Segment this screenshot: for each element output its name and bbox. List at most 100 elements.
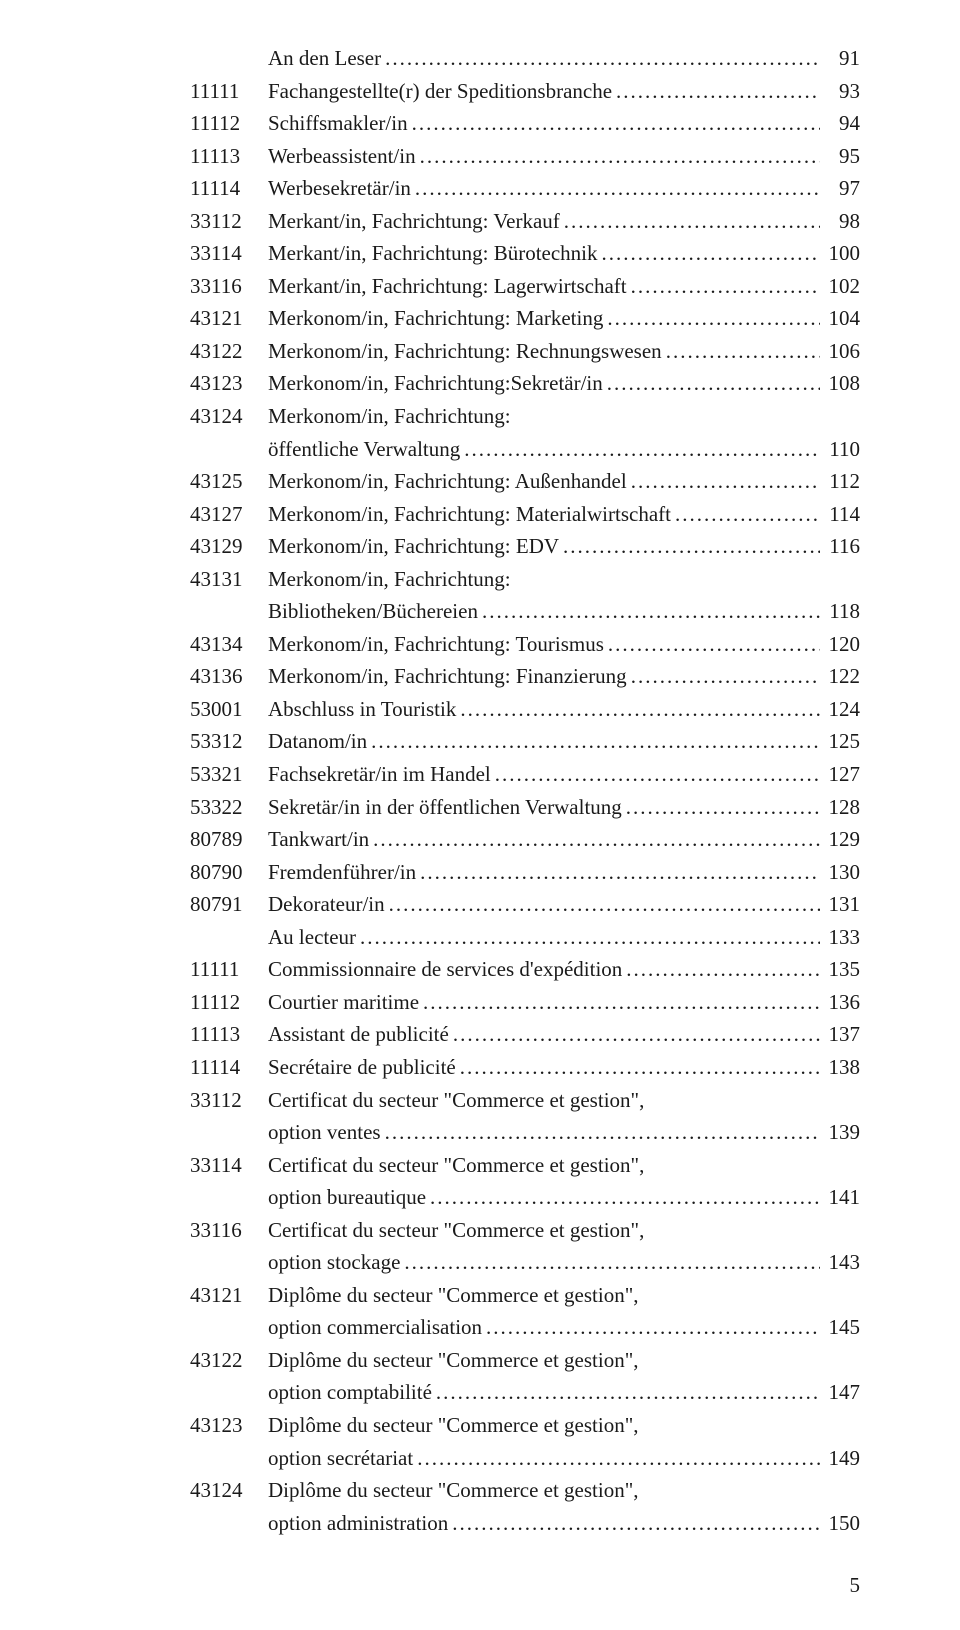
toc-entry-code: 43134 bbox=[190, 628, 268, 661]
toc-entry-code: 80791 bbox=[190, 888, 268, 921]
toc-entry-title: option secrétariat bbox=[268, 1442, 417, 1475]
toc-row: 43122Merkonom/in, Fachrichtung: Rechnung… bbox=[190, 335, 860, 368]
toc-entry-title: Diplôme du secteur "Commerce et gestion"… bbox=[268, 1344, 643, 1377]
toc-row: option stockage143 bbox=[190, 1246, 860, 1279]
toc-row: 80790Fremdenführer/in130 bbox=[190, 856, 860, 889]
toc-entry-title: Sekretär/in in der öffentlichen Verwaltu… bbox=[268, 791, 626, 824]
toc-entry-title: Dekorateur/in bbox=[268, 888, 389, 921]
toc-leader-dots bbox=[452, 1507, 820, 1540]
toc-leader-dots bbox=[360, 921, 820, 954]
toc-leader-dots bbox=[486, 1311, 820, 1344]
toc-entry-page: 112 bbox=[820, 465, 860, 498]
toc-entry-title: Tankwart/in bbox=[268, 823, 373, 856]
toc-entry-code: 33112 bbox=[190, 1084, 268, 1117]
toc-entry-code: 11114 bbox=[190, 1051, 268, 1084]
toc-entry-title: option ventes bbox=[268, 1116, 385, 1149]
toc-entry-code: 53321 bbox=[190, 758, 268, 791]
toc-row: öffentliche Verwaltung110 bbox=[190, 433, 860, 466]
toc-row: 53322Sekretär/in in der öffentlichen Ver… bbox=[190, 791, 860, 824]
toc-entry-page: 145 bbox=[820, 1311, 860, 1344]
toc-row: 11111Fachangestellte(r) der Speditionsbr… bbox=[190, 75, 860, 108]
toc-entry-page: 97 bbox=[820, 172, 860, 205]
toc-row: 11112Schiffsmakler/in94 bbox=[190, 107, 860, 140]
toc-leader-dots bbox=[389, 888, 820, 921]
toc-leader-dots bbox=[371, 725, 820, 758]
toc-entry-code: 33114 bbox=[190, 1149, 268, 1182]
toc-entry-title: Merkonom/in, Fachrichtung: Materialwirts… bbox=[268, 498, 675, 531]
toc-leader-dots bbox=[482, 595, 820, 628]
toc-leader-dots bbox=[631, 465, 820, 498]
toc-leader-dots bbox=[420, 140, 820, 173]
toc-row: 53001Abschluss in Touristik124 bbox=[190, 693, 860, 726]
toc-entry-code: 43124 bbox=[190, 400, 268, 433]
toc-row: .An den Leser91 bbox=[190, 42, 860, 75]
toc-leader-dots bbox=[417, 1442, 820, 1475]
toc-entry-title: Merkonom/in, Fachrichtung: bbox=[268, 400, 515, 433]
toc-row: 43125Merkonom/in, Fachrichtung: Außenhan… bbox=[190, 465, 860, 498]
toc-leader-dots bbox=[415, 172, 820, 205]
toc-entry-page: 133 bbox=[820, 921, 860, 954]
toc-entry-title: Merkonom/in, Fachrichtung:Sekretär/in bbox=[268, 367, 607, 400]
toc-entry-page: 114 bbox=[820, 498, 860, 531]
toc-leader-dots bbox=[631, 270, 820, 303]
toc-entry-page: 91 bbox=[820, 42, 860, 75]
toc-entry-code: 53322 bbox=[190, 791, 268, 824]
toc-leader-dots bbox=[607, 302, 820, 335]
toc-entry-title: Werbesekretär/in bbox=[268, 172, 415, 205]
toc-entry-title: Au lecteur bbox=[268, 921, 360, 954]
toc-row: 11113Assistant de publicité137 bbox=[190, 1018, 860, 1051]
toc-entry-page: 147 bbox=[820, 1376, 860, 1409]
toc-entry-code: 11112 bbox=[190, 107, 268, 140]
toc-entry-code: 33112 bbox=[190, 205, 268, 238]
toc-row: 53321Fachsekretär/in im Handel 127 bbox=[190, 758, 860, 791]
toc-entry-code: 43123 bbox=[190, 367, 268, 400]
toc-row: Bibliotheken/Büchereien118 bbox=[190, 595, 860, 628]
toc-entry-title: option comptabilité bbox=[268, 1376, 436, 1409]
toc-entry-code: 43136 bbox=[190, 660, 268, 693]
toc-entry-title: Merkonom/in, Fachrichtung: EDV bbox=[268, 530, 563, 563]
toc-entry-code: 11113 bbox=[190, 140, 268, 173]
toc-entry-code: 43121 bbox=[190, 302, 268, 335]
toc-leader-dots bbox=[385, 1116, 820, 1149]
toc-entry-page: 143 bbox=[820, 1246, 860, 1279]
toc-entry-title: Merkant/in, Fachrichtung: Verkauf bbox=[268, 205, 564, 238]
toc-entry-page: 98 bbox=[820, 205, 860, 238]
toc-leader-dots bbox=[460, 1051, 820, 1084]
toc-entry-page: 93 bbox=[820, 75, 860, 108]
toc-entry-code: 33116 bbox=[190, 1214, 268, 1247]
toc-entry-code: 80790 bbox=[190, 856, 268, 889]
toc-entry-page: 127 bbox=[820, 758, 860, 791]
toc-entry-title: Merkonom/in, Fachrichtung: Tourismus bbox=[268, 628, 608, 661]
toc-entry-code: 53312 bbox=[190, 725, 268, 758]
toc-entry-page: 136 bbox=[820, 986, 860, 1019]
table-of-contents: .An den Leser9111111Fachangestellte(r) d… bbox=[190, 42, 860, 1539]
toc-entry-code: 43127 bbox=[190, 498, 268, 531]
toc-row: 43131Merkonom/in, Fachrichtung: bbox=[190, 563, 860, 596]
toc-entry-code: 43124 bbox=[190, 1474, 268, 1507]
toc-entry-code: 43122 bbox=[190, 335, 268, 368]
toc-row: 43129Merkonom/in, Fachrichtung: EDV116 bbox=[190, 530, 860, 563]
toc-entry-title: Diplôme du secteur "Commerce et gestion"… bbox=[268, 1409, 643, 1442]
toc-entry-title: Merkonom/in, Fachrichtung: bbox=[268, 563, 515, 596]
toc-entry-page: 108 bbox=[820, 367, 860, 400]
toc-entry-title: Merkant/in, Fachrichtung: Bürotechnik bbox=[268, 237, 602, 270]
toc-leader-dots bbox=[564, 205, 820, 238]
toc-entry-title: Fachsekretär/in im Handel bbox=[268, 758, 495, 791]
toc-entry-page: 120 bbox=[820, 628, 860, 661]
toc-entry-page: 122 bbox=[820, 660, 860, 693]
toc-entry-title: Merkonom/in, Fachrichtung: Finanzierung bbox=[268, 660, 631, 693]
toc-entry-code: 80789 bbox=[190, 823, 268, 856]
toc-leader-dots bbox=[626, 791, 820, 824]
toc-leader-dots bbox=[430, 1181, 820, 1214]
toc-entry-title: Merkonom/in, Fachrichtung: Marketing bbox=[268, 302, 607, 335]
toc-entry-page: 100 bbox=[820, 237, 860, 270]
toc-entry-page: 95 bbox=[820, 140, 860, 173]
toc-entry-title: Merkonom/in, Fachrichtung: Rechnungswese… bbox=[268, 335, 666, 368]
toc-leader-dots bbox=[423, 986, 820, 1019]
toc-row: option commercialisation 145 bbox=[190, 1311, 860, 1344]
toc-leader-dots bbox=[404, 1246, 820, 1279]
toc-entry-title: option commercialisation bbox=[268, 1311, 486, 1344]
toc-entry-page: 124 bbox=[820, 693, 860, 726]
toc-leader-dots bbox=[608, 628, 820, 661]
toc-row: option ventes139 bbox=[190, 1116, 860, 1149]
